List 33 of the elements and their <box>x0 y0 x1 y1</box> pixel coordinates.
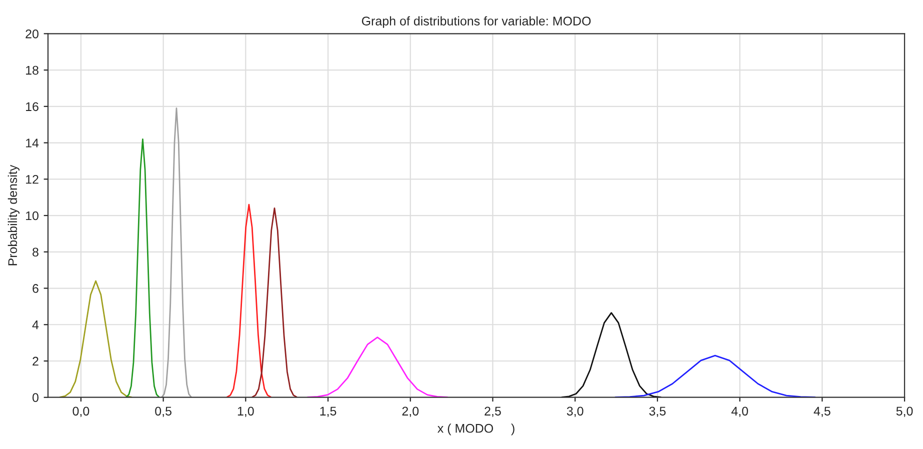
line-series <box>161 108 192 398</box>
y-tick-label: 12 <box>26 174 38 184</box>
x-tick-label: 4,0 <box>731 406 748 418</box>
line-series <box>307 336 448 398</box>
y-tick-label: 8 <box>32 248 38 257</box>
x-tick-label: 5,0 <box>896 406 913 418</box>
y-axis-title: Probability density <box>8 164 20 266</box>
x-tick-label: 4,5 <box>814 406 830 418</box>
y-tick-label: 0 <box>32 393 38 402</box>
x-tick-label: 1,0 <box>238 406 254 418</box>
y-tick-label: 16 <box>26 102 38 112</box>
line-series <box>252 208 298 398</box>
y-tick-label: 4 <box>32 320 39 330</box>
y-tick-label: 20 <box>26 29 38 38</box>
line-series <box>59 280 132 398</box>
x-tick-label: 1,5 <box>320 406 336 418</box>
x-tick-label: 2,0 <box>402 406 419 418</box>
y-tick-label: 2 <box>32 356 38 366</box>
y-tick-label: 10 <box>26 211 38 220</box>
y-tick-label: 18 <box>26 66 38 75</box>
y-tick-label: 6 <box>32 284 38 293</box>
line-series <box>126 138 160 398</box>
line-series <box>226 204 272 398</box>
x-tick-label: 3,5 <box>649 406 666 418</box>
x-tick-label: 3,0 <box>566 406 584 418</box>
x-tick-label: 0,0 <box>72 406 90 418</box>
line-series <box>614 354 816 398</box>
chart-title: Graph of distributions for variable: MODO <box>362 16 591 28</box>
x-tick-label: 0,5 <box>155 406 172 418</box>
y-tick-label: 14 <box>26 138 39 148</box>
x-axis-title: x ( MODO ) <box>438 424 514 436</box>
line-series <box>561 312 662 398</box>
x-tick-label: 2,5 <box>484 406 501 418</box>
